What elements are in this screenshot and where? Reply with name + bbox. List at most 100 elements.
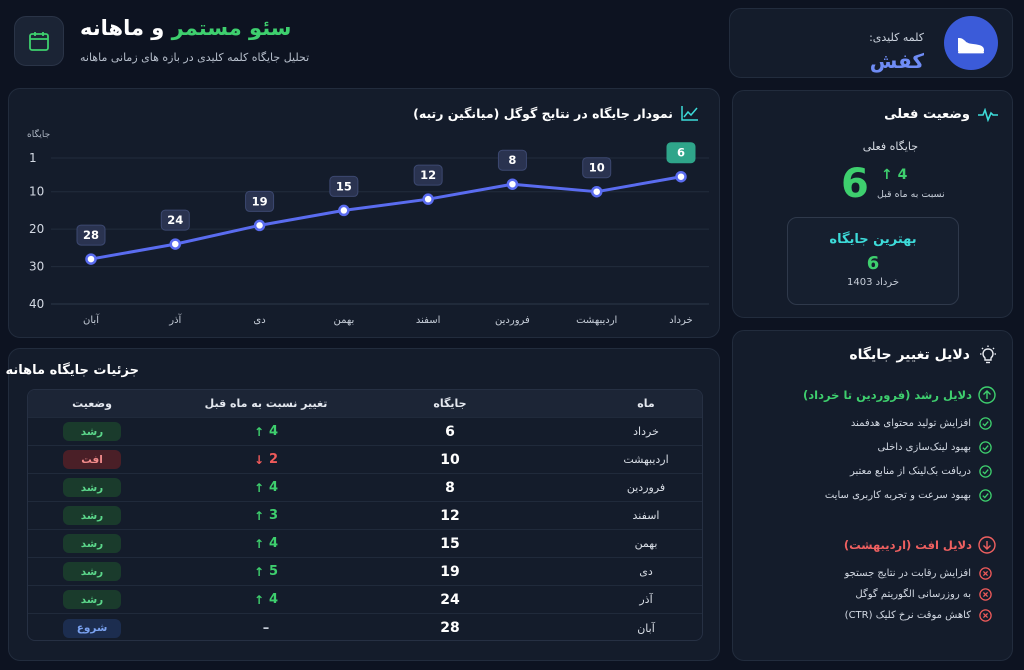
row-change: – (196, 614, 336, 640)
drop-reason-text: افزایش رقابت در نتایج جستجو (844, 568, 971, 579)
keyword-card: کلمه کلیدی: کفش (729, 8, 1013, 78)
data-point (590, 185, 603, 198)
status-badge: شروع (63, 618, 121, 638)
position-chart: جایگاه 1 10 20 30 40 آبان آذر دی بهمن اسفند فروردین… (27, 128, 709, 326)
data-label: 19 (252, 194, 268, 208)
table-row: بهمن 15 ↑ 4 رشد (28, 530, 702, 558)
row-change-value: 4 (269, 592, 279, 607)
row-position: 28 (440, 620, 460, 636)
data-point (253, 219, 266, 232)
arrow-up-icon: ↑ (253, 424, 264, 439)
arrow-up-circle-icon (978, 386, 996, 404)
row-status: رشد (28, 502, 156, 529)
row-change-value: – (262, 620, 270, 636)
series-line (90, 175, 682, 261)
check-circle-icon (979, 489, 992, 502)
data-label-box (76, 224, 106, 246)
table-row: اسفند 12 ↑ 3 رشد (28, 502, 702, 530)
y-tick-label: 30 (29, 260, 44, 274)
row-position: 8 (445, 479, 455, 496)
y-axis-label: جایگاه (27, 128, 50, 140)
best-position-date: خرداد 1403 (846, 277, 899, 288)
row-month: اسفند (632, 509, 660, 522)
page-header: سئو مستمر و ماهانه تحلیل جایگاه کلمه کلی… (0, 0, 720, 84)
row-change-value: 4 (269, 536, 279, 551)
row-status: رشد (28, 418, 156, 445)
table-body: خرداد 6 ↑ 4 رشد اردیبهشت 10 ↓ 2 افت فروردین 8 ↑ 4 رشد ا… (28, 418, 702, 640)
status-badge: رشد (63, 590, 121, 609)
x-tick-label: اسفند (416, 315, 440, 326)
data-label: 28 (83, 228, 99, 242)
growth-reasons-heading: دلایل رشد (فروردین تا خرداد) (803, 386, 996, 404)
row-month: دی (639, 565, 653, 578)
data-label: 10 (589, 161, 605, 175)
data-label-box (245, 190, 275, 212)
check-circle-icon (979, 465, 992, 478)
calendar-icon (29, 32, 49, 51)
row-status: شروع (28, 614, 156, 640)
status-badge: رشد (63, 422, 121, 441)
data-point (675, 170, 687, 183)
status-title: وضعیت فعلی (884, 107, 998, 122)
current-change-value: 4 (897, 167, 908, 183)
calendar-button[interactable] (14, 16, 64, 66)
line-chart-icon (681, 106, 698, 121)
row-position: 24 (440, 591, 460, 608)
current-position-value: 6 (841, 161, 869, 207)
shoe-icon (958, 38, 984, 54)
row-month: خرداد (633, 425, 659, 438)
row-change: ↑ 4 (196, 474, 336, 501)
status-badge: رشد (63, 534, 121, 553)
header-position: جایگاه (433, 397, 467, 410)
arrow-up-icon: ↑ (881, 167, 893, 183)
data-label-box (160, 209, 190, 231)
row-position: 6 (445, 423, 455, 440)
arrow-up-icon: ↑ (253, 564, 264, 579)
page-title: سئو مستمر و ماهانه (80, 16, 291, 40)
arrow-up-icon: ↑ (253, 508, 264, 523)
reasons-title-text: دلایل تغییر جایگاه (849, 347, 970, 363)
monthly-table: ماه جایگاه تغییر نسبت به ماه قبل وضعیت خ… (27, 389, 703, 641)
row-change: ↑ 5 (196, 558, 336, 585)
growth-reason-item: دریافت بک‌لینک از منابع معتبر (850, 465, 992, 478)
row-status: رشد (28, 586, 156, 613)
row-change: ↑ 4 (196, 530, 336, 557)
drop-reason-item: کاهش موقت نرخ کلیک (CTR) (845, 609, 992, 622)
check-circle-icon (979, 417, 992, 430)
growth-reason-item: بهبود لینک‌سازی داخلی (877, 441, 992, 454)
status-badge: رشد (63, 562, 121, 581)
check-circle-icon (979, 441, 992, 454)
drop-reason-item: به روزرسانی الگوریتم گوگل (855, 588, 992, 601)
table-row: آذر 24 ↑ 4 رشد (28, 586, 702, 614)
table-row: اردیبهشت 10 ↓ 2 افت (28, 446, 702, 474)
growth-reason-item: بهبود سرعت و تجربه کاربری سایت (825, 489, 992, 502)
drop-reason-item: افزایش رقابت در نتایج جستجو (845, 567, 992, 580)
drop-reason-text: به روزرسانی الگوریتم گوگل (855, 589, 971, 600)
keyword-label: کلمه کلیدی: (869, 31, 924, 44)
row-position: 19 (440, 563, 460, 580)
data-label: 24 (167, 213, 183, 227)
row-change: ↓ 2 (196, 446, 336, 473)
header-change: تغییر نسبت به ماه قبل (204, 397, 328, 410)
change-reasons-card: دلایل تغییر جایگاه دلایل رشد (فروردین تا… (732, 330, 1013, 661)
row-position: 10 (440, 451, 460, 468)
arrow-up-icon: ↑ (253, 536, 264, 551)
table-row: خرداد 6 ↑ 4 رشد (28, 418, 702, 446)
data-point (338, 204, 350, 217)
row-change: ↑ 4 (196, 418, 336, 445)
status-badge: رشد (63, 506, 121, 525)
row-month: آبان (637, 621, 655, 635)
data-label-box (666, 142, 696, 164)
y-tick-label: 1 (29, 151, 37, 165)
lightbulb-icon (980, 345, 996, 364)
chart-card: جایگاه 1 10 20 30 40 آبان آذر دی بهمن اسفند فروردین… (8, 88, 720, 338)
current-position-label: جایگاه فعلی (862, 140, 918, 153)
x-tick-label: اردیبهشت (576, 315, 617, 326)
data-label-box (582, 157, 612, 179)
growth-reason-item: افزایش تولید محتوای هدفمند (851, 417, 992, 430)
arrow-down-icon: ↓ (253, 452, 264, 467)
row-change-value: 3 (269, 508, 279, 523)
row-change-value: 4 (269, 424, 279, 439)
x-circle-icon (979, 567, 992, 580)
table-title: جزئیات جایگاه ماهانه (5, 363, 139, 378)
